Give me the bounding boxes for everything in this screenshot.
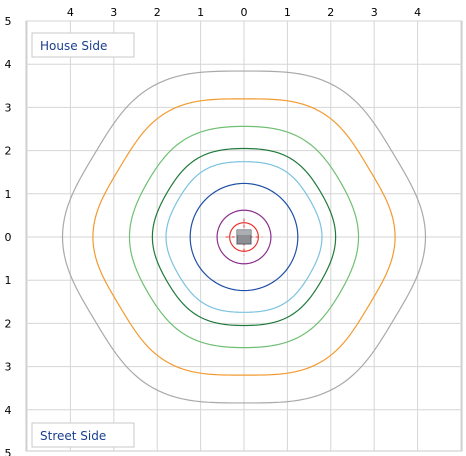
y-tick-label: 2 bbox=[5, 145, 12, 158]
x-tick-label: 2 bbox=[154, 6, 161, 19]
y-tick-label: 5 bbox=[5, 15, 12, 28]
y-tick-label: 0 bbox=[5, 231, 12, 244]
light-fixture-highlight bbox=[237, 230, 251, 235]
grid bbox=[25, 20, 463, 452]
contour-line-5 bbox=[151, 147, 337, 327]
contour-line-4 bbox=[165, 161, 323, 313]
x-tick-label: 1 bbox=[197, 6, 204, 19]
y-tick-label: 3 bbox=[5, 361, 12, 374]
house-side-text: House Side bbox=[40, 39, 107, 53]
y-tick-label: 1 bbox=[5, 188, 12, 201]
y-tick-label: 4 bbox=[5, 58, 12, 71]
contour-line-8 bbox=[61, 70, 427, 404]
street-side-text: Street Side bbox=[40, 429, 106, 443]
house-side-label: House Side bbox=[31, 32, 135, 58]
y-tick-label: 5 bbox=[5, 447, 12, 456]
x-tick-label: 4 bbox=[414, 6, 421, 19]
x-tick-label: 4 bbox=[67, 6, 74, 19]
contour-lines bbox=[61, 70, 427, 404]
contour-line-1 bbox=[229, 222, 259, 252]
street-side-label: Street Side bbox=[31, 422, 135, 448]
x-axis-ticks: 4 3 2 1 0 1 2 3 4 bbox=[67, 6, 421, 19]
x-tick-label: 3 bbox=[371, 6, 378, 19]
y-tick-label: 1 bbox=[5, 274, 12, 287]
contour-line-7 bbox=[92, 98, 396, 376]
contour-line-3 bbox=[189, 182, 299, 292]
y-tick-label: 2 bbox=[5, 317, 12, 330]
y-axis-ticks: 5 4 3 2 1 0 1 2 3 4 5 bbox=[5, 15, 12, 456]
light-fixture-marker bbox=[236, 229, 252, 245]
house-side-box bbox=[31, 32, 135, 58]
street-side-box bbox=[31, 422, 135, 448]
contour-line-6 bbox=[128, 125, 360, 349]
x-tick-label: 1 bbox=[284, 6, 291, 19]
y-tick-label: 3 bbox=[5, 101, 12, 114]
x-tick-label: 2 bbox=[327, 6, 334, 19]
x-tick-label: 0 bbox=[241, 6, 248, 19]
y-tick-label: 4 bbox=[5, 404, 12, 417]
x-tick-label: 3 bbox=[110, 6, 117, 19]
contour-line-2 bbox=[216, 209, 272, 265]
